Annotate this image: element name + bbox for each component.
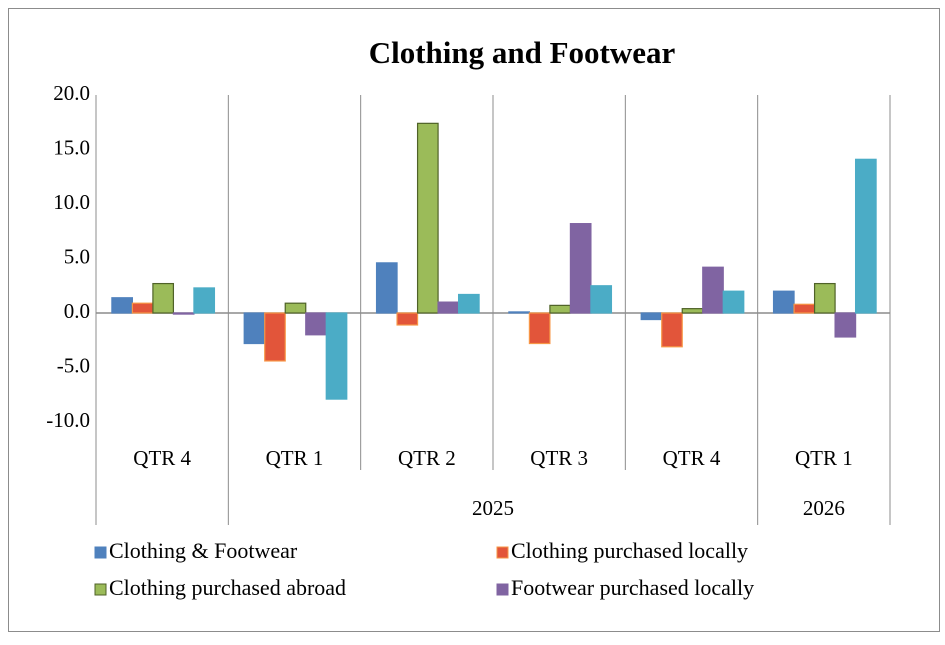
bar — [508, 311, 530, 314]
y-tick-label: -10.0 — [46, 408, 90, 432]
bar — [528, 312, 551, 345]
bar — [549, 304, 572, 314]
bar — [661, 312, 683, 348]
bar — [834, 312, 857, 338]
bar — [681, 308, 704, 314]
x-tick-label: QTR 1 — [266, 446, 324, 470]
bar — [457, 293, 480, 314]
bar — [702, 266, 724, 314]
bar — [131, 302, 154, 314]
legend-label: Clothing & Footwear — [109, 538, 298, 563]
bar — [437, 301, 460, 314]
x-tick-label: QTR 4 — [663, 446, 721, 470]
y-tick-label: 5.0 — [64, 244, 90, 268]
y-tick-label: 15.0 — [53, 135, 90, 159]
y-tick-label: 20.0 — [53, 81, 90, 105]
bar — [243, 312, 266, 345]
y-tick-label: 10.0 — [53, 190, 90, 214]
bar — [396, 312, 419, 326]
bar — [854, 158, 877, 314]
legend-swatch — [94, 583, 107, 596]
bar — [375, 262, 398, 314]
legend-swatch — [496, 546, 509, 559]
bar — [284, 302, 307, 314]
y-tick-label: -5.0 — [57, 353, 90, 377]
bar — [264, 312, 286, 362]
legend-swatch — [94, 546, 107, 559]
bar — [813, 282, 836, 314]
bar — [772, 290, 795, 314]
chart-title: Clothing and Footwear — [369, 35, 676, 70]
legend-label: Clothing purchased abroad — [109, 575, 346, 600]
bar — [722, 290, 745, 314]
chart-frame — [8, 8, 940, 632]
y-tick-label: 0.0 — [64, 299, 90, 323]
bar — [569, 223, 592, 314]
x-tick-label: QTR 2 — [398, 446, 456, 470]
bar — [793, 303, 816, 314]
legend-label: Clothing purchased locally — [511, 538, 748, 563]
bar — [590, 285, 613, 314]
group-label: 2026 — [803, 496, 845, 520]
bar — [193, 287, 216, 314]
bar — [325, 312, 348, 400]
bar — [172, 312, 195, 315]
x-tick-label: QTR 1 — [795, 446, 853, 470]
bar — [416, 122, 439, 314]
x-tick-label: QTR 3 — [530, 446, 588, 470]
bar — [305, 312, 327, 336]
legend-label: Footwear purchased locally — [511, 575, 754, 600]
legend-swatch — [496, 583, 509, 596]
x-tick-label: QTR 4 — [133, 446, 191, 470]
bar — [152, 282, 175, 314]
bar — [640, 312, 663, 321]
group-label: 2025 — [472, 496, 514, 520]
bar — [111, 297, 133, 314]
